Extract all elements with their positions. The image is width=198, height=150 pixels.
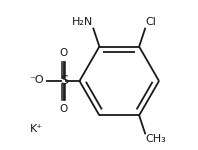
Text: O: O [60,104,68,114]
Text: O: O [60,48,68,58]
Text: Cl: Cl [146,17,156,27]
Text: S: S [60,75,68,87]
Text: ⁻O: ⁻O [29,75,44,85]
Text: CH₃: CH₃ [146,134,166,144]
Text: H₂N: H₂N [72,17,93,27]
Text: K⁺: K⁺ [30,124,43,134]
